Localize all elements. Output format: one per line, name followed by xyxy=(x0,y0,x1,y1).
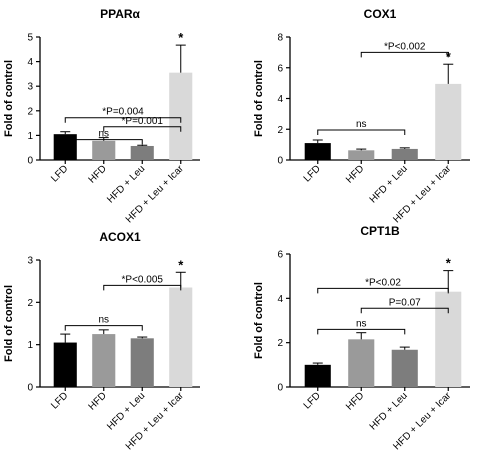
x-tick-label: LFD xyxy=(302,390,323,411)
y-tick-label: 3 xyxy=(27,256,33,267)
bar xyxy=(435,83,462,160)
comparison-label: ns xyxy=(98,315,109,326)
y-tick-label: 4 xyxy=(277,94,283,105)
y-tick-label: 4 xyxy=(27,57,33,68)
comparison-bracket xyxy=(64,325,143,331)
y-tick-label: 8 xyxy=(277,33,283,44)
bar xyxy=(304,143,331,160)
bar xyxy=(391,148,418,160)
comparison-label: P=0.07 xyxy=(389,297,421,308)
comparison-label: ns xyxy=(356,119,367,130)
chart-title: PPARα xyxy=(100,7,140,21)
x-tick-label: HFD + Leu xyxy=(368,163,410,205)
comparison-bracket xyxy=(64,117,182,123)
bar xyxy=(130,338,154,387)
y-tick-label: 0 xyxy=(27,156,33,167)
comparison-label: *P<0.002 xyxy=(384,41,426,52)
y-tick-label: 3 xyxy=(27,82,33,93)
comparison-bracket xyxy=(64,139,143,145)
x-tick-label: LFD xyxy=(49,163,70,184)
y-axis-label: Fold of control xyxy=(253,282,265,359)
bar xyxy=(435,291,462,387)
comparison-bracket xyxy=(103,126,182,132)
x-tick-label: LFD xyxy=(49,390,70,411)
x-tick-label: LFD xyxy=(302,163,323,184)
comparison-label: ns xyxy=(356,318,367,329)
significance-star: * xyxy=(446,256,452,271)
y-tick-label: 5 xyxy=(27,33,33,44)
y-tick-label: 2 xyxy=(27,106,33,117)
bar xyxy=(391,349,418,387)
y-tick-label: 0 xyxy=(277,383,283,394)
comparison-label: *P<0.02 xyxy=(365,277,401,288)
y-tick-label: 2 xyxy=(27,298,33,309)
y-tick-label: 2 xyxy=(277,338,283,349)
x-tick-label: HFD xyxy=(87,390,109,412)
chart-title: COX1 xyxy=(364,7,397,21)
comparison-bracket xyxy=(360,307,449,314)
y-axis-label: Fold of control xyxy=(3,285,15,362)
comparison-label: ns xyxy=(98,129,109,140)
comparison-label: *P=0.001 xyxy=(122,116,164,127)
bar xyxy=(53,134,77,160)
y-tick-label: 0 xyxy=(277,156,283,167)
comparison-bracket xyxy=(360,51,449,58)
bar xyxy=(92,140,116,160)
x-tick-label: HFD + Leu xyxy=(368,390,410,432)
bar xyxy=(304,364,331,387)
chart-title: ACOX1 xyxy=(99,230,141,244)
x-tick-label: HFD xyxy=(344,163,366,185)
y-tick-label: 6 xyxy=(277,63,283,74)
chart-title: CPT1B xyxy=(360,224,400,238)
y-axis-label: Fold of control xyxy=(253,60,265,137)
y-tick-label: 2 xyxy=(277,125,283,136)
comparison-label: *P<0.005 xyxy=(122,274,164,285)
bar xyxy=(130,145,154,160)
comparison-bracket xyxy=(317,328,406,335)
bar xyxy=(348,339,375,387)
significance-star: * xyxy=(178,30,184,45)
x-tick-label: HFD xyxy=(344,390,366,412)
bar xyxy=(348,150,375,160)
bar xyxy=(92,334,116,387)
bar xyxy=(169,72,193,160)
comparison-bracket xyxy=(103,284,182,291)
comparison-bracket xyxy=(317,129,406,136)
y-tick-label: 6 xyxy=(277,250,283,261)
y-tick-label: 0 xyxy=(27,383,33,394)
significance-star: * xyxy=(178,257,184,272)
y-tick-label: 4 xyxy=(277,294,283,305)
bar xyxy=(53,342,77,387)
y-axis-label: Fold of control xyxy=(3,60,15,137)
y-tick-label: 1 xyxy=(27,340,33,351)
bar xyxy=(169,287,193,387)
comparison-label: *P=0.004 xyxy=(102,107,144,118)
y-tick-label: 1 xyxy=(27,131,33,142)
comparison-bracket xyxy=(317,287,449,294)
x-tick-label: HFD xyxy=(87,163,109,185)
